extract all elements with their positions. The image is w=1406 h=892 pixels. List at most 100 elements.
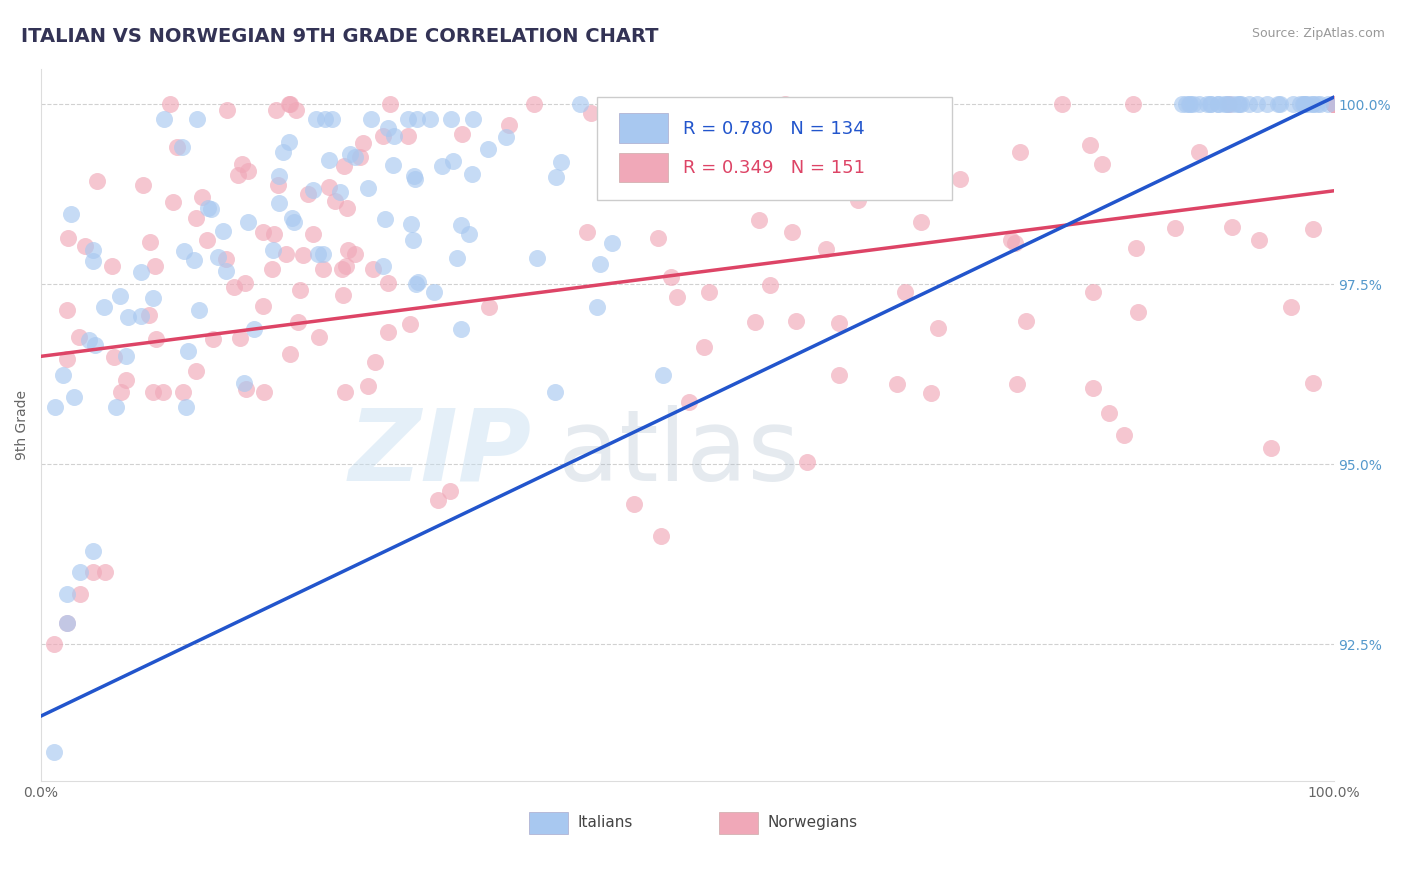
- Point: [305, 112, 328, 126]
- Point: [846, 193, 869, 207]
- Point: [1208, 97, 1230, 112]
- Point: [215, 252, 238, 267]
- Point: [814, 242, 837, 256]
- Point: [1097, 407, 1119, 421]
- Point: [1322, 97, 1344, 112]
- Point: [42, 745, 65, 759]
- Point: [186, 112, 208, 126]
- Point: [396, 129, 419, 144]
- Point: [1296, 97, 1319, 112]
- Point: [82, 243, 104, 257]
- Point: [307, 246, 329, 260]
- Point: [1292, 97, 1315, 112]
- Point: [262, 243, 284, 257]
- Point: [243, 322, 266, 336]
- Point: [1052, 97, 1074, 112]
- Point: [1081, 285, 1104, 299]
- Point: [441, 153, 464, 168]
- Point: [697, 285, 720, 299]
- Point: [312, 262, 335, 277]
- Point: [202, 332, 225, 346]
- Point: [1000, 233, 1022, 247]
- Point: [377, 121, 399, 136]
- Point: [1226, 97, 1249, 112]
- Point: [457, 227, 479, 242]
- Text: ITALIAN VS NORWEGIAN 9TH GRADE CORRELATION CHART: ITALIAN VS NORWEGIAN 9TH GRADE CORRELATI…: [21, 27, 658, 45]
- Point: [215, 103, 238, 117]
- Text: ZIP: ZIP: [349, 405, 531, 501]
- Point: [920, 386, 942, 401]
- Point: [69, 587, 91, 601]
- Point: [1178, 97, 1201, 112]
- Point: [374, 212, 396, 227]
- Point: [236, 164, 259, 178]
- Point: [744, 315, 766, 329]
- Point: [44, 400, 66, 414]
- Point: [302, 183, 325, 197]
- Point: [252, 299, 274, 313]
- Point: [174, 400, 197, 414]
- Point: [759, 277, 782, 292]
- Point: [115, 373, 138, 387]
- Bar: [619, 153, 668, 183]
- Point: [1292, 97, 1315, 112]
- Point: [236, 214, 259, 228]
- Point: [927, 321, 949, 335]
- Point: [86, 173, 108, 187]
- Point: [693, 340, 716, 354]
- Point: [371, 260, 394, 274]
- Point: [439, 484, 461, 499]
- Point: [339, 146, 361, 161]
- Point: [1213, 97, 1236, 112]
- Point: [336, 201, 359, 215]
- Point: [280, 347, 302, 361]
- Point: [1201, 97, 1223, 112]
- Point: [312, 247, 335, 261]
- Point: [405, 277, 427, 291]
- Point: [1208, 97, 1230, 112]
- Point: [1112, 428, 1135, 442]
- Point: [949, 171, 972, 186]
- Point: [450, 127, 472, 141]
- Text: R = 0.780   N = 134: R = 0.780 N = 134: [683, 120, 865, 138]
- Point: [67, 330, 90, 344]
- Point: [406, 276, 429, 290]
- Point: [276, 247, 298, 261]
- Point: [1267, 97, 1289, 112]
- Point: [138, 309, 160, 323]
- Bar: [530, 812, 568, 834]
- Point: [498, 118, 520, 132]
- Point: [143, 259, 166, 273]
- Point: [231, 157, 253, 171]
- Point: [650, 529, 672, 543]
- Point: [495, 129, 517, 144]
- Point: [1218, 97, 1240, 112]
- Point: [398, 317, 420, 331]
- Point: [621, 151, 644, 165]
- Point: [253, 385, 276, 400]
- Point: [1256, 97, 1278, 112]
- Point: [1322, 97, 1344, 112]
- Point: [1175, 97, 1198, 112]
- Point: [335, 259, 357, 273]
- Point: [235, 382, 257, 396]
- Point: [252, 225, 274, 239]
- Point: [56, 231, 79, 245]
- Point: [280, 97, 302, 112]
- Point: [1222, 219, 1244, 234]
- Point: [101, 259, 124, 273]
- Point: [229, 331, 252, 345]
- Point: [575, 225, 598, 239]
- Point: [1289, 97, 1312, 112]
- Point: [1322, 97, 1344, 112]
- Point: [215, 264, 238, 278]
- Point: [1279, 300, 1302, 314]
- Point: [55, 615, 77, 630]
- Point: [82, 565, 104, 579]
- Point: [371, 128, 394, 143]
- Point: [283, 215, 305, 229]
- Y-axis label: 9th Grade: 9th Grade: [15, 390, 30, 459]
- Point: [361, 262, 384, 277]
- Point: [477, 142, 499, 156]
- Point: [197, 201, 219, 215]
